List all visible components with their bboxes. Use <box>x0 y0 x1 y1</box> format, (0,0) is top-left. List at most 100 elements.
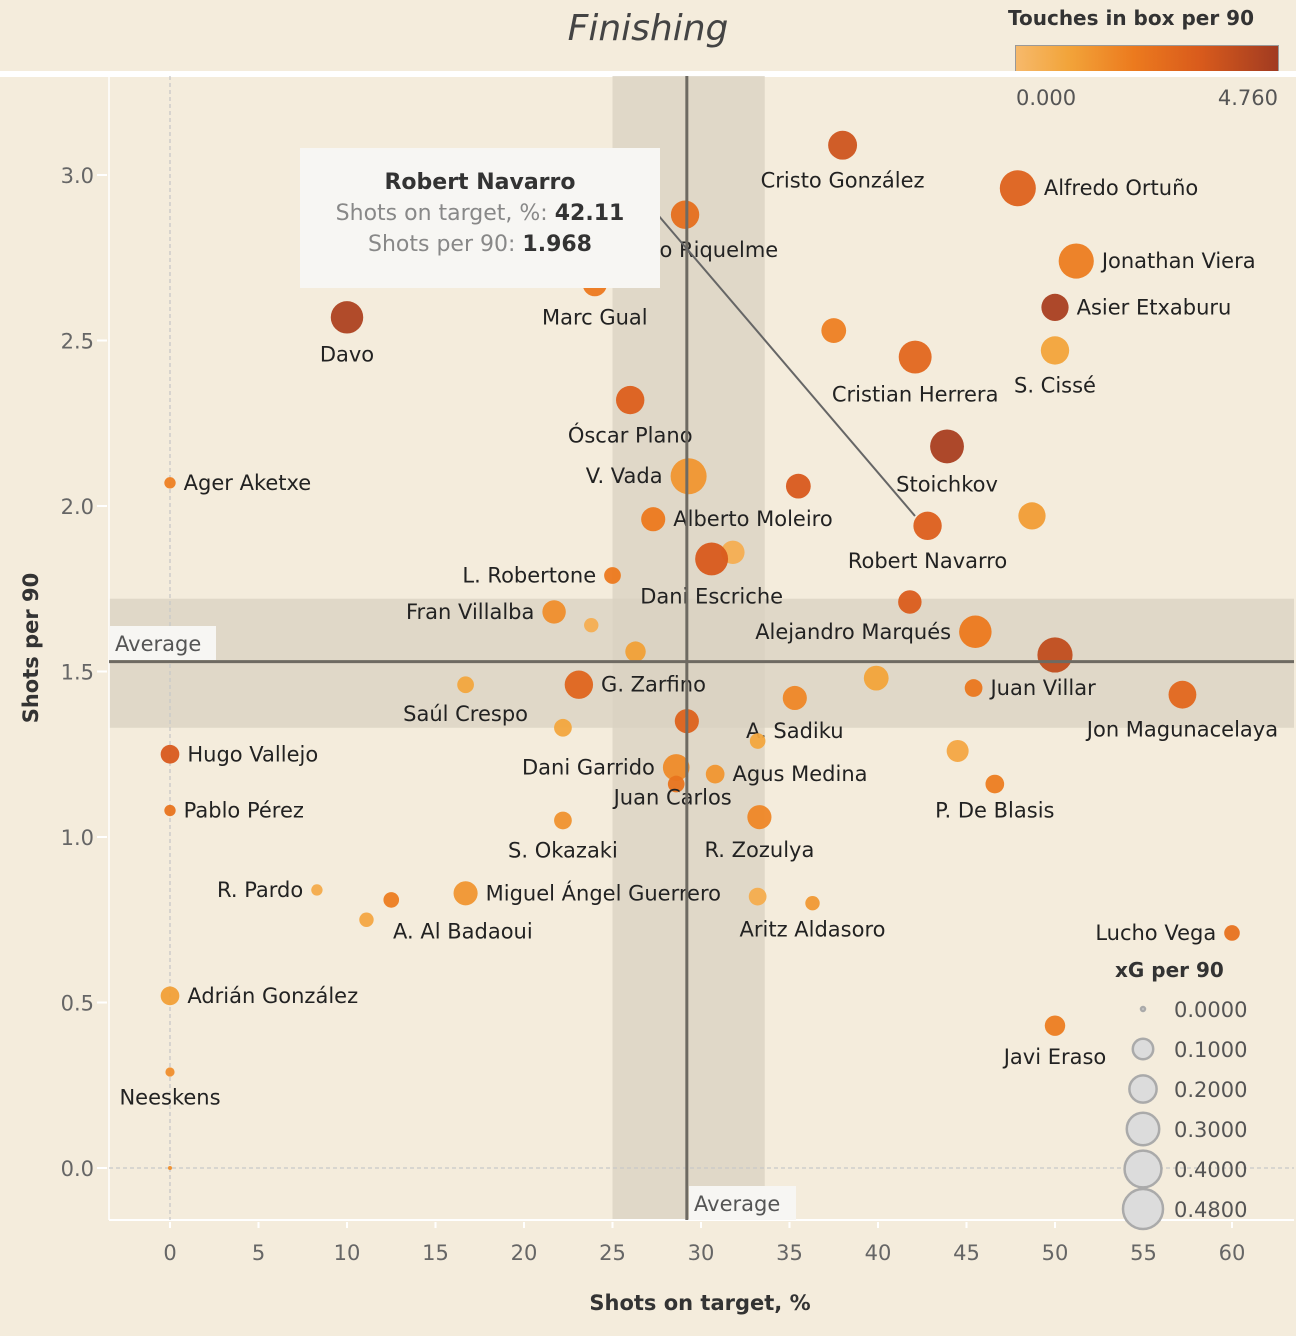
data-point <box>985 774 1005 794</box>
data-point <box>1168 680 1197 709</box>
data-point <box>160 986 180 1006</box>
data-point <box>164 804 176 817</box>
data-point <box>1041 293 1069 322</box>
tooltip-connector <box>657 214 916 517</box>
size-legend-circle <box>1139 1005 1147 1013</box>
x-tick-label: 10 <box>334 1241 361 1265</box>
size-legend-circle <box>1125 1111 1161 1147</box>
x-tick-label: 5 <box>252 1241 265 1265</box>
point-label: Juan Villar <box>988 676 1096 700</box>
size-legend-label: 0.0000 <box>1174 998 1247 1022</box>
data-point <box>584 617 599 633</box>
y-average-band <box>109 598 1294 728</box>
data-point <box>168 1166 172 1170</box>
data-point <box>959 615 992 649</box>
data-point <box>821 318 847 343</box>
tooltip-x-label: Shots on target, %: <box>335 201 548 226</box>
data-point <box>457 676 474 694</box>
x-tick-label: 45 <box>953 1241 980 1265</box>
data-point <box>670 200 700 229</box>
y-tick-label: 0.0 <box>61 1157 94 1181</box>
x-tick-label: 30 <box>688 1241 715 1265</box>
data-point <box>359 912 374 927</box>
tooltip-y-label: Shots per 90: <box>368 232 516 257</box>
point-label: Neeskens <box>119 1086 220 1110</box>
data-point <box>1044 1015 1066 1036</box>
point-label: Alejandro Marqués <box>755 620 951 644</box>
data-point <box>604 567 621 584</box>
header-divider <box>0 71 1296 77</box>
y-tick-label: 0.5 <box>61 992 94 1016</box>
point-label: Saúl Crespo <box>403 702 528 726</box>
x-tick-label: 35 <box>776 1241 803 1265</box>
point-label: Adrián González <box>187 984 358 1008</box>
point-label: Alberto Moleiro <box>673 507 832 531</box>
x-tick-label: 25 <box>599 1241 626 1265</box>
size-legend-title: xG per 90 <box>1115 958 1224 982</box>
point-label: Alfredo Ortuño <box>1044 176 1198 200</box>
data-point <box>641 507 666 532</box>
data-point <box>898 590 922 614</box>
data-point <box>670 458 707 495</box>
x-tick-label: 55 <box>1130 1241 1157 1265</box>
data-point <box>554 811 572 830</box>
data-point <box>782 685 807 711</box>
size-legend-circle <box>1131 1037 1155 1061</box>
data-point <box>863 665 889 691</box>
data-point <box>749 733 766 749</box>
data-point <box>805 896 820 911</box>
tooltip-x-row: Shots on target, %: 42.11 <box>300 201 660 226</box>
point-label: Marc Gual <box>542 305 648 329</box>
data-point <box>913 511 942 541</box>
point-label: Javi Eraso <box>1002 1045 1107 1069</box>
data-point <box>311 884 323 896</box>
point-label: Miguel Ángel Guerrero <box>486 880 721 905</box>
point-label: Stoichkov <box>896 472 998 496</box>
data-point <box>542 600 566 624</box>
point-label: Asier Etxaburu <box>1077 295 1232 319</box>
data-point <box>564 670 594 699</box>
size-legend-label: 0.4000 <box>1174 1158 1247 1182</box>
point-label: Cristian Herrera <box>832 383 999 407</box>
data-point <box>930 429 964 464</box>
data-point <box>616 385 645 415</box>
data-point <box>964 679 983 697</box>
data-point <box>1018 502 1046 530</box>
data-point <box>747 805 772 830</box>
y-tick-label: 1.5 <box>61 661 94 685</box>
data-point <box>667 775 685 793</box>
x-tick-label: 60 <box>1219 1241 1246 1265</box>
data-point <box>662 754 690 781</box>
data-point <box>1040 336 1070 365</box>
point-label: S. Okazaki <box>508 838 618 862</box>
point-label: R. Pardo <box>217 878 303 902</box>
point-label: Lucho Vega <box>1095 921 1216 945</box>
point-label: S. Cissé <box>1014 374 1096 398</box>
point-label: Hugo Vallejo <box>187 742 318 766</box>
y-tick-label: 2.5 <box>61 330 94 354</box>
x-average-label: Average <box>694 1192 780 1216</box>
x-tick-label: 20 <box>511 1241 538 1265</box>
y-tick-label: 1.0 <box>61 826 94 850</box>
x-tick-label: 50 <box>1042 1241 1069 1265</box>
color-legend-title: Touches in box per 90 <box>1008 6 1255 30</box>
size-legend-circle <box>1128 1074 1158 1104</box>
point-label: Jon Magunacelaya <box>1085 718 1278 742</box>
x-tick-label: 0 <box>163 1241 176 1265</box>
size-legend-label: 0.3000 <box>1174 1118 1247 1142</box>
point-label: A. Al Badaoui <box>393 919 533 943</box>
data-point <box>165 1067 175 1077</box>
y-tick-label: 3.0 <box>61 164 94 188</box>
point-label: Óscar Plano <box>568 422 693 447</box>
tooltip-y-value: 1.968 <box>522 232 592 257</box>
point-label: Dani Escriche <box>640 584 783 608</box>
point-label: Juan Carlos <box>612 785 732 809</box>
data-point <box>748 887 767 906</box>
data-point <box>828 130 858 160</box>
point-label: Agus Medina <box>733 762 868 786</box>
point-label: G. Zarfino <box>601 673 706 697</box>
size-legend-label: 0.2000 <box>1174 1078 1247 1102</box>
size-legend-label: 0.1000 <box>1174 1038 1247 1062</box>
chart-title: Finishing <box>567 8 729 49</box>
